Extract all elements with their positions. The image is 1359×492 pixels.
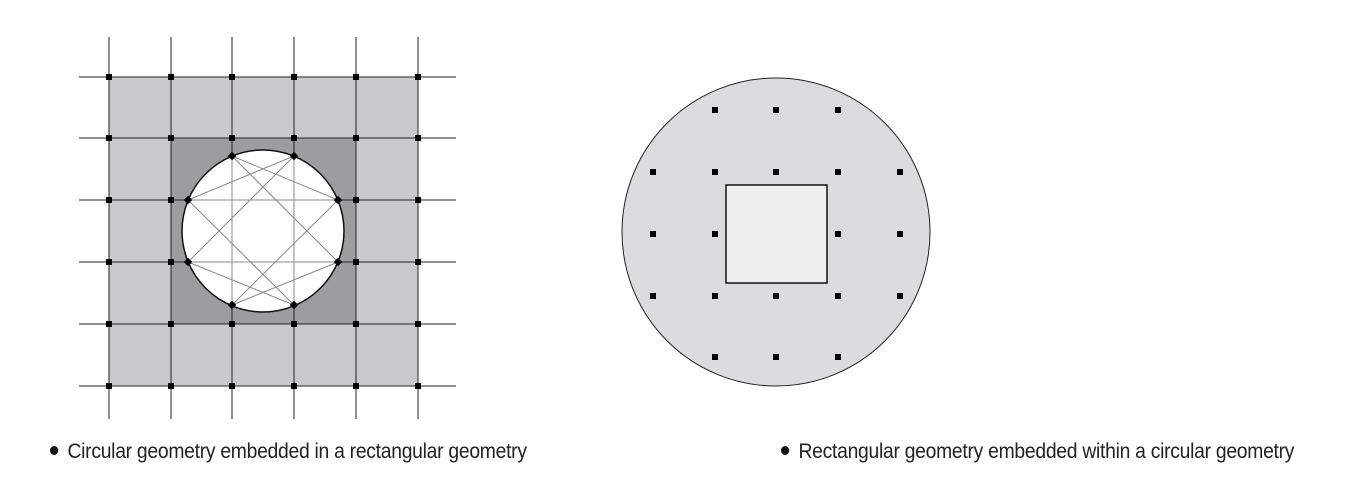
hole-chord bbox=[187, 155, 295, 201]
bullet-icon bbox=[781, 445, 790, 455]
disc-nodes bbox=[650, 107, 903, 360]
grid-node bbox=[106, 197, 112, 203]
disc-node bbox=[650, 169, 656, 175]
disc-node bbox=[773, 293, 779, 299]
grid-node bbox=[353, 135, 359, 141]
grid-node bbox=[106, 383, 112, 389]
circle-node bbox=[289, 300, 299, 310]
geometry-diagrams bbox=[79, 37, 931, 419]
grid-node bbox=[168, 135, 174, 141]
grid-node bbox=[415, 74, 421, 80]
grid-node bbox=[291, 321, 297, 327]
disc-node bbox=[712, 169, 718, 175]
caption-right-text: Rectangular geometry embedded within a c… bbox=[798, 440, 1295, 463]
circle-node bbox=[183, 257, 193, 267]
grid-node bbox=[168, 321, 174, 327]
disc-node bbox=[650, 231, 656, 237]
circle-nodes bbox=[183, 151, 343, 310]
disc-node bbox=[650, 293, 656, 299]
hole-chords bbox=[187, 155, 339, 306]
grid-node bbox=[291, 383, 297, 389]
circle-node bbox=[227, 300, 237, 310]
grid-node bbox=[168, 259, 174, 265]
disc-node bbox=[773, 354, 779, 360]
embedded-square bbox=[725, 184, 828, 284]
circle-node bbox=[227, 151, 237, 161]
disc-node bbox=[897, 293, 903, 299]
disc-node bbox=[897, 231, 903, 237]
grid-node bbox=[415, 197, 421, 203]
grid-node bbox=[415, 321, 421, 327]
disc-node bbox=[712, 231, 718, 237]
grid-node bbox=[353, 74, 359, 80]
bullet-icon bbox=[50, 445, 59, 455]
grid-node bbox=[353, 197, 359, 203]
grid-node bbox=[353, 321, 359, 327]
disc-node bbox=[712, 354, 718, 360]
grid-lines bbox=[79, 37, 456, 419]
hole-chord bbox=[231, 261, 339, 306]
circular-hole bbox=[181, 149, 345, 313]
disc-node bbox=[835, 293, 841, 299]
grid-node bbox=[415, 135, 421, 141]
circle-node bbox=[289, 151, 299, 161]
caption-left-text: Circular geometry embedded in a rectangu… bbox=[67, 440, 527, 463]
circle-node bbox=[333, 257, 343, 267]
caption-left: Circular geometry embedded in a rectangu… bbox=[50, 440, 527, 464]
grid-node bbox=[353, 383, 359, 389]
disc-node bbox=[897, 169, 903, 175]
hole-chord bbox=[187, 261, 295, 306]
hole-chord bbox=[187, 155, 295, 263]
disc-node bbox=[835, 107, 841, 113]
right-diagram bbox=[621, 77, 931, 387]
grid-node bbox=[168, 197, 174, 203]
hole-chord bbox=[231, 155, 339, 263]
circle-node bbox=[333, 195, 343, 205]
grid-node bbox=[229, 74, 235, 80]
hole-chord bbox=[231, 155, 339, 201]
circle-node bbox=[183, 195, 193, 205]
disc-node bbox=[835, 231, 841, 237]
disc-node bbox=[712, 293, 718, 299]
grid-node bbox=[291, 74, 297, 80]
caption-right: Rectangular geometry embedded within a c… bbox=[781, 440, 1294, 464]
disc-node bbox=[773, 169, 779, 175]
grid-node bbox=[415, 383, 421, 389]
grid-node bbox=[106, 135, 112, 141]
grid-node bbox=[168, 74, 174, 80]
grid-node bbox=[353, 259, 359, 265]
grid-node bbox=[168, 383, 174, 389]
disc-node bbox=[773, 107, 779, 113]
grid-node bbox=[291, 135, 297, 141]
grid-node bbox=[229, 383, 235, 389]
grid-node bbox=[229, 135, 235, 141]
disc-node bbox=[835, 169, 841, 175]
grid-nodes bbox=[106, 74, 421, 389]
grid-node bbox=[106, 259, 112, 265]
grid-node bbox=[106, 74, 112, 80]
grid-node bbox=[415, 259, 421, 265]
grid-node bbox=[106, 321, 112, 327]
grid-node bbox=[229, 321, 235, 327]
disc-node bbox=[835, 354, 841, 360]
disc-node bbox=[712, 107, 718, 113]
left-diagram bbox=[79, 37, 456, 419]
